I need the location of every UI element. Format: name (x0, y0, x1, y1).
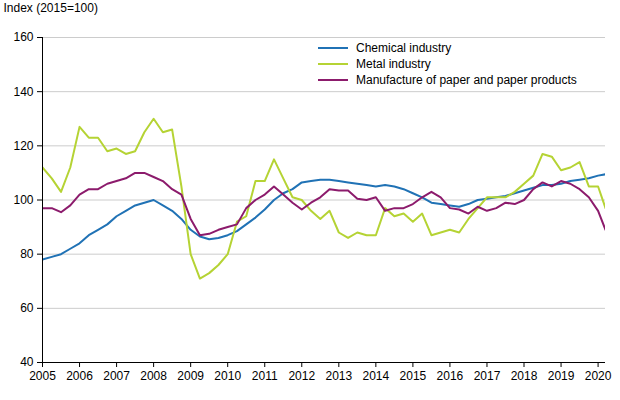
svg-text:120: 120 (13, 139, 33, 153)
svg-text:2007: 2007 (103, 369, 130, 383)
svg-text:2005: 2005 (29, 369, 56, 383)
svg-text:140: 140 (13, 85, 33, 99)
svg-text:40: 40 (20, 355, 34, 369)
svg-text:2010: 2010 (214, 369, 241, 383)
html-text:Chemical industry: Chemical industry (356, 41, 452, 55)
svg-text:2020: 2020 (585, 369, 612, 383)
svg-text:160: 160 (13, 30, 33, 44)
svg-text:2013: 2013 (325, 369, 352, 383)
svg-text:2015: 2015 (400, 369, 427, 383)
svg-text:2014: 2014 (363, 369, 390, 383)
svg-text:2019: 2019 (548, 369, 575, 383)
svg-text:60: 60 (20, 301, 34, 315)
html-text:Manufacture of paper and paper: Manufacture of paper and paper products (356, 73, 577, 87)
svg-text:2008: 2008 (140, 369, 167, 383)
svg-text:2017: 2017 (474, 369, 501, 383)
svg-text:2006: 2006 (66, 369, 93, 383)
svg-text:2011: 2011 (252, 369, 278, 383)
svg-text:Index (2015=100): Index (2015=100) (4, 1, 98, 15)
svg-text:2016: 2016 (437, 369, 464, 383)
svg-text:80: 80 (20, 247, 34, 261)
html-text:Metal industry: Metal industry (356, 57, 431, 71)
svg-text:2018: 2018 (511, 369, 538, 383)
svg-text:2009: 2009 (177, 369, 204, 383)
svg-text:2012: 2012 (288, 369, 315, 383)
svg-text:100: 100 (13, 193, 33, 207)
